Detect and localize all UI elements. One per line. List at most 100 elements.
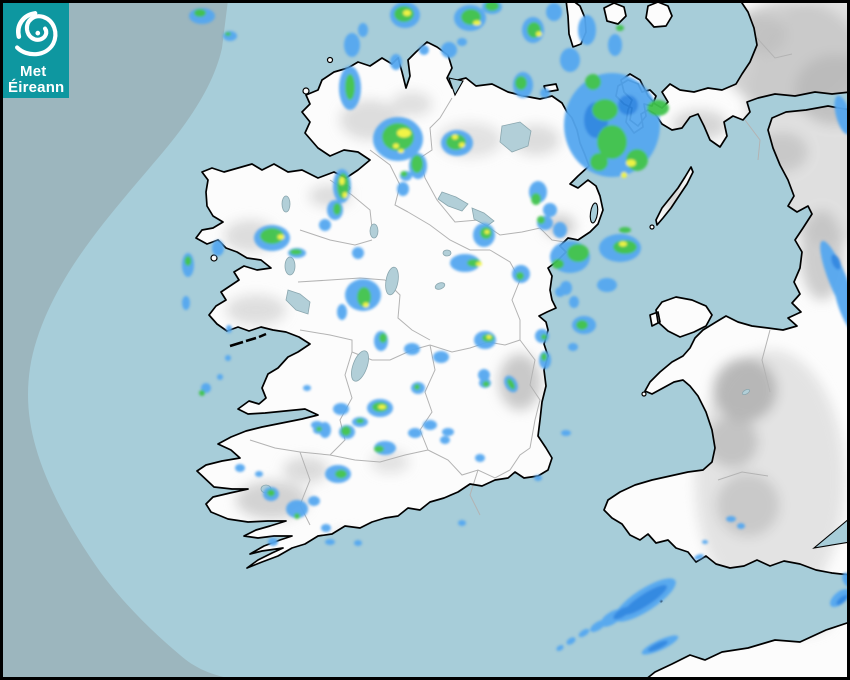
rain-cell-intense-rain [486, 335, 492, 339]
lake-lough-derg [351, 350, 369, 382]
tory-island [326, 56, 334, 64]
rain-cell-light-rain [337, 304, 347, 320]
rain-cell-intense-rain [393, 143, 399, 149]
rain-cell-moderate-rain [836, 594, 848, 606]
rain-cell-light-rain [578, 628, 590, 638]
rain-cell-heavy-rain [356, 418, 364, 424]
rain-cell-light-rain [556, 644, 564, 652]
lakes [260, 121, 751, 494]
strangford-lough [589, 202, 599, 224]
rain-cell-heavy-rain [537, 216, 545, 224]
rain-cell-intense-rain [621, 172, 627, 178]
clare-island [210, 254, 218, 262]
rain-cell-light-rain [478, 369, 490, 381]
rain-cell-heavy-rain [585, 74, 601, 90]
rain-cell-light-rain [268, 538, 278, 546]
rain-cell-heavy-rain [592, 99, 618, 121]
rain-cell-light-rain [182, 296, 190, 310]
rain-cell-intense-rain [476, 262, 482, 266]
rain-cell-light-rain [553, 222, 567, 238]
rain-cell-light-rain [212, 240, 224, 256]
rain-cell-light-rain [344, 33, 360, 57]
rain-cell-light-rain [457, 38, 467, 46]
rain-cell-light-rain [578, 15, 596, 45]
rain-cell-light-rain [423, 420, 437, 430]
aran-island-2 [245, 336, 257, 343]
aran-island-1 [229, 340, 244, 348]
rain-cell-heavy-rain [260, 228, 284, 244]
rain-cell-intense-rain [378, 404, 386, 410]
rain-cell-heavy-rain [290, 249, 302, 255]
rain-cell-moderate-rain [647, 640, 669, 652]
lake-bala [741, 388, 751, 396]
rain-cell-light-rain [333, 403, 349, 415]
lake-lough-sheelin [442, 249, 452, 257]
arranmore-island [302, 87, 310, 95]
rain-cell-heavy-rain [597, 125, 627, 159]
rain-cell-light-rain [835, 286, 850, 334]
rain-cell-heavy-rain [485, 1, 499, 11]
met-eireann-logo: Met Éireann [3, 3, 69, 98]
rain-cell-light-rain [560, 48, 580, 72]
rain-cell-light-rain [726, 516, 736, 522]
rain-cell-heavy-rain [647, 100, 669, 116]
lake-lough-derravaragh [434, 282, 446, 290]
rain-cell-light-rain [590, 620, 606, 632]
rain-cell-light-rain [597, 278, 617, 292]
rain-cell-light-rain [225, 355, 231, 361]
rain-cell-intense-rain [536, 31, 542, 37]
rain-cell-light-rain [440, 436, 450, 444]
rain-cell-heavy-rain [379, 333, 387, 343]
lake-lough-corrib [285, 289, 311, 315]
rain-cell-intense-rain [452, 134, 458, 140]
rain-cell-light-rain [433, 351, 449, 363]
bardsey-island [641, 391, 647, 397]
rain-cell-heavy-rain [567, 244, 589, 262]
rain-cell-light-rain [419, 45, 429, 55]
rain-cell-light-rain [408, 428, 422, 438]
small-islands [210, 56, 663, 603]
rain-cell-heavy-rain [267, 489, 275, 497]
rain-cell-light-rain [561, 430, 571, 436]
rain-cell-heavy-rain [516, 272, 524, 280]
lake-lough-allen [369, 223, 379, 239]
rain-cell-light-rain [303, 385, 311, 391]
rain-cell-light-rain [442, 428, 454, 436]
rain-cell-light-rain [235, 464, 245, 472]
rain-cell-heavy-rain [414, 384, 420, 390]
sea-inlets [448, 77, 850, 549]
rain-cell-intense-rain [342, 192, 348, 198]
rain-cell-light-rain [568, 343, 578, 351]
rain-cell-light-rain [546, 3, 562, 21]
rain-cell-heavy-rain [590, 153, 608, 171]
lough-foyle [448, 77, 464, 97]
calf-of-man [649, 224, 655, 230]
rain-cell-light-rain [458, 520, 466, 526]
rain-cell-light-rain [397, 182, 409, 196]
rain-cell-light-rain [543, 203, 557, 217]
rain-cell-heavy-rain [400, 171, 408, 177]
rain-cell-heavy-rain [541, 334, 547, 340]
lake-lough-mask [284, 256, 296, 276]
rain-cell-intense-rain [277, 234, 285, 240]
rain-cell-heavy-rain [616, 25, 624, 31]
rain-cell-heavy-rain [316, 426, 322, 432]
rain-cell-heavy-rain [194, 9, 206, 17]
rain-cell-intense-rain [619, 241, 627, 247]
rain-cell-intense-rain [484, 230, 490, 234]
rain-cell-light-rain [404, 343, 420, 355]
rain-cell-intense-rain [339, 177, 345, 185]
rain-cell-light-rain [286, 500, 308, 518]
cyclone-swirl-icon [15, 11, 58, 57]
logo-text-met: Met [20, 63, 47, 80]
rain-cell-intense-rain [397, 128, 411, 138]
rain-cell-light-rain [608, 34, 622, 56]
rain-cell-light-rain [702, 540, 708, 544]
rain-cell-moderate-rain [618, 95, 638, 115]
rain-cell-moderate-rain [622, 584, 668, 616]
rain-cell-moderate-rain [613, 606, 631, 620]
aran-island-3 [258, 332, 267, 339]
rain-cell-heavy-rain [335, 469, 347, 479]
